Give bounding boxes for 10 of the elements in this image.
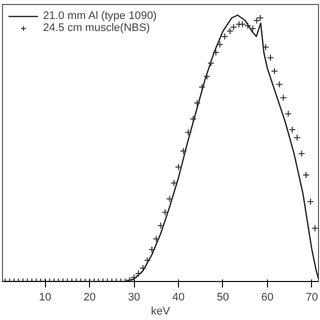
legend-label: 21.0 mm Al (type 1090) <box>43 10 157 22</box>
x-tick-label: 40 <box>172 292 185 304</box>
x-tick-label: 10 <box>39 292 52 304</box>
legend-label: 24.5 cm muscle(NBS) <box>43 22 150 34</box>
x-tick-label: 60 <box>261 292 274 304</box>
x-tick-label: 50 <box>216 292 230 304</box>
x-tick-label: 70 <box>306 292 318 304</box>
x-axis-title: keV <box>151 306 171 318</box>
x-tick-label: 30 <box>128 292 140 304</box>
x-tick-label: 20 <box>83 292 96 304</box>
